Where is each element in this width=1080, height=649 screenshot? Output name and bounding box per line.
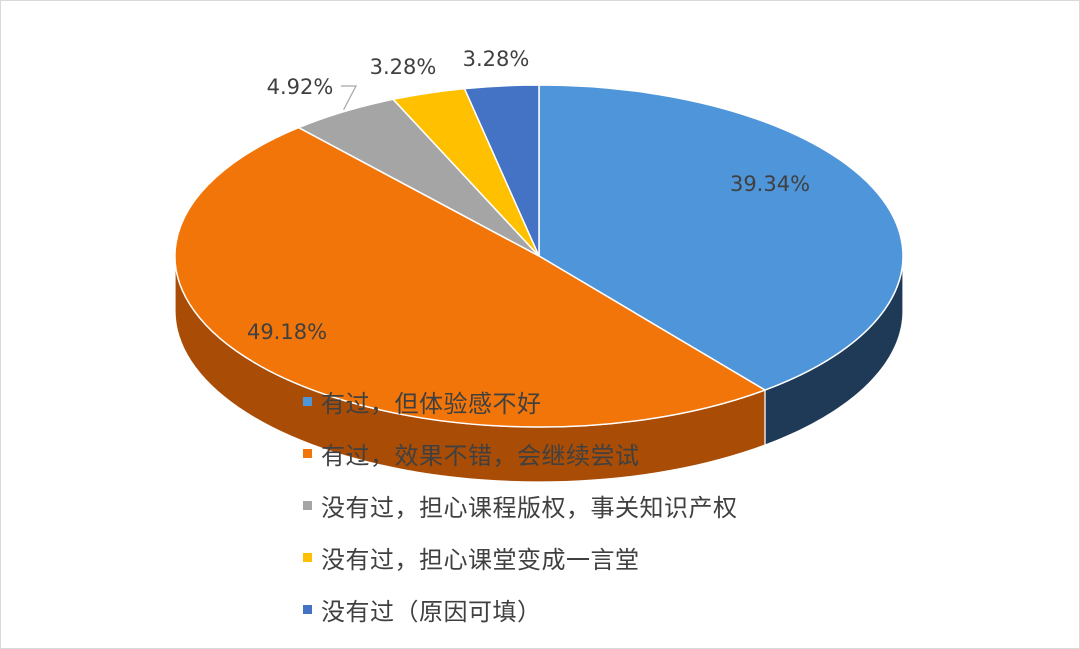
- data-label-2: 4.92%: [267, 75, 334, 99]
- legend-label: 没有过，担心课堂变成一言堂: [321, 545, 640, 574]
- legend: 有过，但体验感不好 有过，效果不错，会继续尝试 没有过，担心课程版权，事关知识产…: [303, 375, 738, 635]
- legend-swatch: [303, 500, 312, 510]
- legend-item: 有过，效果不错，会继续尝试: [303, 427, 738, 479]
- data-label-3: 3.28%: [370, 55, 437, 79]
- data-label-1: 49.18%: [247, 320, 327, 344]
- pie-slice-0: [538, 84, 904, 391]
- data-label-0: 39.34%: [730, 172, 810, 196]
- data-label-4: 3.28%: [463, 47, 530, 71]
- legend-label: 没有过，担心课程版权，事关知识产权: [321, 493, 738, 522]
- legend-item: 没有过，担心课堂变成一言堂: [303, 531, 738, 583]
- legend-swatch: [303, 448, 312, 458]
- pie-slice-4: [463, 84, 540, 257]
- pie-tops: [174, 84, 904, 428]
- pie-labels: 39.34% 49.18% 4.92% 3.28% 3.28%: [247, 47, 810, 344]
- legend-label: 有过，但体验感不好: [321, 389, 542, 418]
- legend-swatch: [303, 604, 312, 614]
- legend-swatch: [303, 552, 312, 562]
- legend-label: 没有过（原因可填）: [321, 597, 542, 626]
- legend-swatch: [303, 396, 312, 406]
- pie-slice-1: [174, 126, 766, 428]
- legend-item: 有过，但体验感不好: [303, 375, 738, 427]
- legend-label: 有过，效果不错，会继续尝试: [321, 441, 640, 470]
- legend-item: 没有过（原因可填）: [303, 583, 738, 635]
- pie-leaders: [341, 85, 357, 110]
- leader-line-2: [341, 85, 357, 110]
- legend-item: 没有过，担心课程版权，事关知识产权: [303, 479, 738, 531]
